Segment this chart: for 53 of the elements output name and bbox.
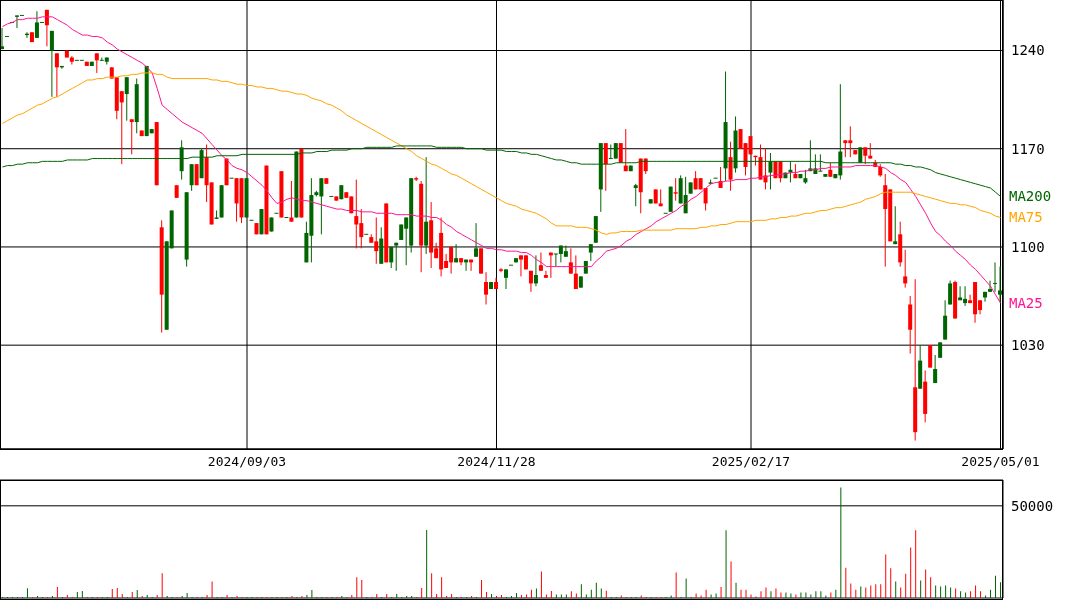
- candlestick: [603, 142, 608, 192]
- candlestick: [484, 271, 489, 305]
- candlestick: [573, 254, 578, 290]
- candlestick: [474, 222, 479, 258]
- x-tick-label: 2024/09/03: [207, 454, 287, 470]
- x-tick-label: 2024/11/28: [457, 454, 536, 470]
- candlestick: [568, 247, 573, 275]
- candlestick: [633, 183, 638, 207]
- candlestick: [289, 180, 294, 223]
- candlestick: [533, 254, 538, 287]
- candlestick: [124, 76, 129, 122]
- candlestick: [54, 52, 59, 98]
- candlestick: [129, 118, 134, 155]
- candlestick: [49, 30, 54, 98]
- y-tick-label: 1240: [1011, 42, 1045, 59]
- candlestick: [728, 141, 733, 192]
- candlestick: [673, 177, 678, 202]
- candlestick: [988, 280, 993, 293]
- candlestick: [354, 179, 359, 249]
- candlestick: [958, 285, 963, 301]
- candlestick: [44, 9, 49, 47]
- candlestick: [424, 156, 429, 255]
- candlestick: [563, 245, 568, 258]
- line-series: [2, 72, 1002, 235]
- candlestick: [69, 55, 74, 66]
- candlestick: [758, 144, 763, 181]
- candlestick: [928, 344, 933, 369]
- candlestick: [543, 270, 548, 279]
- y-tick-label: 1170: [1011, 140, 1045, 157]
- candlestick: [943, 299, 948, 341]
- candlestick: [993, 261, 998, 293]
- candlestick: [94, 52, 99, 74]
- x-tick-label: 2025/02/17: [711, 454, 791, 470]
- candlestick: [768, 152, 773, 190]
- y-tick-label: 50000: [1011, 497, 1054, 514]
- candlestick: [933, 354, 938, 384]
- candlestick: [983, 291, 988, 303]
- candlestick: [903, 249, 908, 289]
- x-tick-label: 2025/05/01: [961, 454, 1040, 470]
- y-tick-label: 1100: [1011, 238, 1045, 255]
- candlestick: [499, 267, 504, 273]
- candlestick: [394, 242, 399, 272]
- series-label: MA75: [1009, 209, 1043, 226]
- candlestick: [538, 252, 543, 272]
- candlestick: [504, 268, 508, 290]
- candlestick: [893, 205, 898, 245]
- series-label: MA25: [1009, 295, 1043, 312]
- series-label: MA200: [1009, 188, 1052, 205]
- candlestick: [623, 128, 628, 172]
- candlestick: [189, 163, 194, 192]
- y-tick-label: 1030: [1011, 337, 1045, 354]
- candlestick: [883, 173, 888, 268]
- candlestick: [998, 266, 1003, 303]
